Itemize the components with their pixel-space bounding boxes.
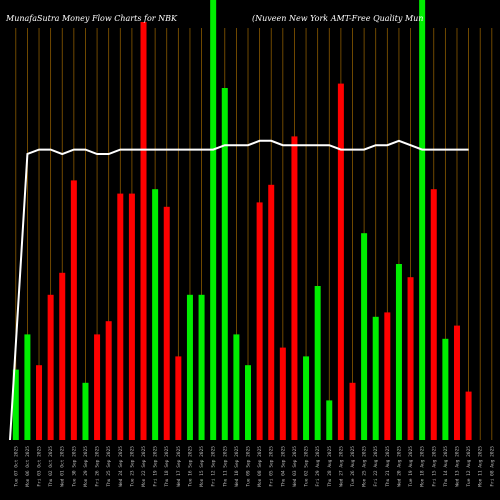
date-label: Fri 08 Aug 2025 [489,446,495,487]
date-label: Fri 22 Aug 2025 [373,446,379,487]
date-labels: Tue 07 Oct 2025 Mon 06 Oct 2025 Fri 03 Oct… [13,446,495,487]
date-label: Thu 18 Sep 2025 [164,446,170,487]
date-label: Thu 14 Aug 2025 [443,446,449,487]
money-flow-bar [291,136,298,440]
date-label: Fri 03 Oct 2025 [37,446,43,487]
money-flow-bar [59,272,66,440]
money-flow-bar [314,286,321,440]
money-flow-bar [268,184,275,440]
money-flow-bar [94,334,101,440]
money-flow-bar [140,22,147,440]
date-label: Mon 18 Aug 2025 [420,446,426,487]
money-flow-bar [395,264,402,440]
money-flow-bar [70,180,77,440]
date-label: Thu 25 Sep 2025 [106,446,112,487]
date-label: Wed 13 Aug 2025 [454,446,460,487]
money-flow-bar [210,0,217,440]
date-label: Wed 20 Aug 2025 [396,446,402,487]
date-label: Fri 05 Sep 2025 [269,446,275,487]
date-label: Tue 12 Aug 2025 [466,446,472,487]
money-flow-bar [465,391,472,440]
money-flow-bar [128,193,135,440]
date-label: Fri 15 Aug 2025 [431,446,437,487]
date-label: Fri 19 Sep 2025 [153,446,159,487]
date-label: Mon 25 Aug 2025 [362,446,368,487]
date-label: Wed 24 Sep 2025 [118,446,124,487]
chart-title-right: (Nuveen New York AMT-Free Quality Mun [252,14,423,23]
date-label: Mon 29 Sep 2025 [83,446,89,487]
money-flow-bar [105,321,112,440]
date-label: Tue 07 Oct 2025 [13,446,19,487]
date-label: Thu 28 Aug 2025 [327,446,333,487]
money-flow-bar [198,294,205,440]
money-flow-bar [36,365,43,440]
date-label: Tue 23 Sep 2025 [129,446,135,487]
date-label: Tue 16 Sep 2025 [187,446,193,487]
money-flow-bar [407,277,414,440]
money-flow-bar [47,294,54,440]
money-flow-bar [303,356,310,440]
money-flow-bar [117,193,124,440]
date-label: Wed 01 Oct 2025 [60,446,66,487]
date-label: Thu 02 Oct 2025 [48,446,54,487]
money-flow-bar [279,347,286,440]
date-label: Fri 29 Aug 2025 [315,446,321,487]
money-flow-bar [337,83,344,440]
money-flow-bar [419,0,426,440]
money-flow-bar [12,369,19,440]
money-flow-bar [163,206,170,440]
money-flow-bar [326,400,333,440]
date-label: Mon 22 Sep 2025 [141,446,147,487]
money-flow-bar [256,202,263,440]
money-flow-bar [24,334,31,440]
date-label: Tue 09 Sep 2025 [246,446,252,487]
money-flow-bar [186,294,193,440]
overlay-line-layer [9,139,469,441]
money-flow-bar [245,365,251,440]
money-flow-bar [361,233,368,440]
date-label: Wed 27 Aug 2025 [338,446,344,487]
money-flow-bar [349,382,356,440]
money-flow-bar [453,325,460,440]
date-label: Mon 15 Sep 2025 [199,446,205,487]
money-flow-bar [82,382,89,440]
money-flow-bar [442,338,449,440]
money-flow-bar [221,88,228,440]
date-label: Tue 02 Sep 2025 [304,446,310,487]
date-label: Thu 21 Aug 2025 [385,446,391,487]
date-label: Tue 30 Sep 2025 [71,446,77,487]
date-label: Mon 08 Sep 2025 [257,446,263,487]
money-flow-bar [430,189,437,440]
date-label: Wed 03 Sep 2025 [292,446,298,487]
money-flow-bar [372,316,379,440]
chart-title-left: MunafaSutra Money Flow Charts for NBK [5,14,178,23]
date-label: Tue 19 Aug 2025 [408,446,414,487]
money-flow-bar [175,356,182,440]
money-flow-bar [233,334,240,440]
money-flow-bar [384,312,391,440]
date-label: Wed 17 Sep 2025 [176,446,182,487]
date-label: Thu 11 Sep 2025 [222,446,228,487]
date-label: Mon 06 Oct 2025 [25,446,31,487]
money-flow-bar [152,189,159,440]
date-label: Tue 26 Aug 2025 [350,446,356,487]
overlay-line [9,139,469,441]
date-label: Mon 11 Aug 2025 [478,446,484,487]
date-label: Wed 10 Sep 2025 [234,446,240,487]
bar-series [12,0,472,440]
date-label: Fri 12 Sep 2025 [211,446,217,487]
date-label: Fri 26 Sep 2025 [95,446,101,487]
date-label: Thu 04 Sep 2025 [280,446,286,487]
